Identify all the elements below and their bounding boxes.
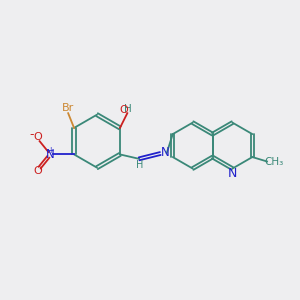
Text: CH₃: CH₃ (264, 158, 283, 167)
Text: H: H (124, 104, 132, 114)
Text: -: - (29, 128, 34, 142)
Text: N: N (161, 146, 170, 159)
Text: O: O (119, 105, 128, 115)
Text: N: N (46, 148, 54, 161)
Text: O: O (33, 167, 42, 176)
Text: +: + (47, 146, 53, 155)
Text: N: N (228, 167, 237, 180)
Text: Br: Br (61, 103, 74, 113)
Text: O: O (33, 132, 42, 142)
Text: H: H (136, 160, 143, 170)
